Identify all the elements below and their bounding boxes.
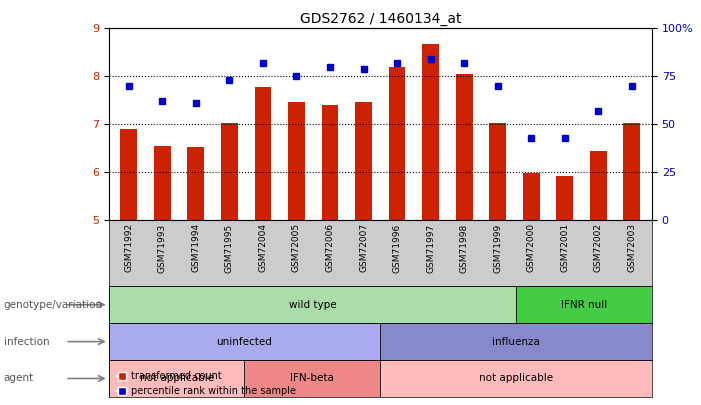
Bar (590, 151, 606, 220)
Text: uninfected: uninfected (217, 337, 273, 347)
Title: GDS2762 / 1460134_at: GDS2762 / 1460134_at (299, 12, 461, 26)
Bar (187, 147, 204, 220)
Text: genotype/variation: genotype/variation (4, 300, 102, 310)
Text: not applicable: not applicable (479, 373, 553, 384)
Text: not applicable: not applicable (139, 373, 214, 384)
Bar (489, 123, 506, 220)
FancyBboxPatch shape (516, 286, 652, 323)
Bar (121, 129, 137, 220)
Text: GSM71994: GSM71994 (191, 223, 200, 273)
Bar (557, 176, 573, 220)
FancyBboxPatch shape (381, 360, 652, 397)
FancyBboxPatch shape (109, 323, 381, 360)
Text: IFN-beta: IFN-beta (290, 373, 334, 384)
FancyBboxPatch shape (381, 323, 652, 360)
FancyBboxPatch shape (245, 360, 381, 397)
Bar (623, 123, 640, 220)
Bar (456, 74, 472, 220)
Text: infection: infection (4, 337, 49, 347)
Text: GSM71997: GSM71997 (426, 223, 435, 273)
Text: GSM72001: GSM72001 (560, 223, 569, 273)
Text: GSM72007: GSM72007 (359, 223, 368, 273)
Text: GSM72006: GSM72006 (325, 223, 334, 273)
Bar (388, 67, 405, 220)
Text: influenza: influenza (492, 337, 540, 347)
Bar (254, 87, 271, 220)
Bar (355, 102, 372, 220)
Text: GSM71992: GSM71992 (124, 223, 133, 273)
Text: GSM72003: GSM72003 (627, 223, 637, 273)
Bar (154, 146, 171, 220)
Bar (288, 102, 305, 220)
Text: GSM71996: GSM71996 (393, 223, 402, 273)
Legend: transformed count, percentile rank within the sample: transformed count, percentile rank withi… (114, 367, 300, 400)
FancyBboxPatch shape (109, 360, 245, 397)
Bar (523, 173, 540, 220)
Text: agent: agent (4, 373, 34, 384)
Text: GSM72000: GSM72000 (526, 223, 536, 273)
FancyBboxPatch shape (109, 286, 516, 323)
Bar (221, 123, 238, 220)
Text: GSM72002: GSM72002 (594, 223, 603, 272)
Bar (322, 105, 339, 220)
Text: GSM72005: GSM72005 (292, 223, 301, 273)
Text: wild type: wild type (289, 300, 336, 310)
Text: GSM72004: GSM72004 (259, 223, 267, 272)
Text: GSM71999: GSM71999 (494, 223, 502, 273)
Bar (422, 44, 439, 220)
Text: GSM71995: GSM71995 (225, 223, 234, 273)
Text: GSM71993: GSM71993 (158, 223, 167, 273)
Text: IFNR null: IFNR null (561, 300, 607, 310)
Text: GSM71998: GSM71998 (460, 223, 469, 273)
